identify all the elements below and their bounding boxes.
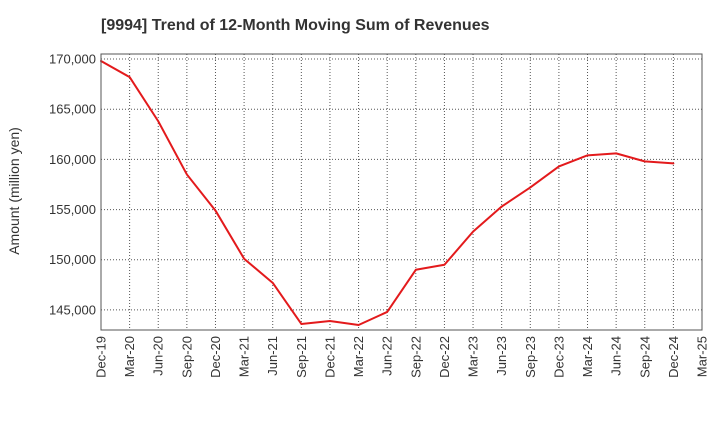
x-tick-label: Sep-22: [408, 336, 423, 378]
x-tick-label: Dec-23: [551, 336, 566, 378]
x-tick-label: Jun-24: [609, 336, 624, 376]
x-tick-label: Mar-23: [466, 336, 481, 377]
x-tick-label: Sep-21: [294, 336, 309, 378]
series-layer: [100, 60, 675, 326]
x-tick-label: Jun-23: [494, 336, 509, 376]
y-tick-label: 160,000: [49, 152, 96, 167]
x-tick-label: Mar-22: [351, 336, 366, 377]
x-tick-label: Sep-23: [523, 336, 538, 378]
y-tick-label: 145,000: [49, 302, 96, 317]
plot-frame: [100, 53, 703, 331]
grid: [101, 54, 702, 330]
x-tick-label: Jun-22: [380, 336, 395, 376]
chart-title: [9994] Trend of 12-Month Moving Sum of R…: [101, 17, 490, 34]
x-tick-label: Dec-24: [666, 336, 681, 378]
x-tick-label: Mar-24: [580, 336, 595, 377]
x-tick-label: Jun-21: [265, 336, 280, 376]
x-tick-label: Dec-22: [437, 336, 452, 378]
x-tick-label: Sep-24: [637, 336, 652, 378]
x-tick-label: Mar-20: [122, 336, 137, 377]
x-tick-label: Mar-25: [695, 336, 710, 377]
x-tick-label: Mar-21: [237, 336, 252, 377]
x-tick-label: Dec-21: [322, 336, 337, 378]
y-tick-label: 165,000: [49, 102, 96, 117]
x-tick-label: Sep-20: [179, 336, 194, 378]
revenue-series-line: [100, 60, 675, 326]
y-axis-ticks: 145,000 150,000 155,000 160,000 165,000 170,0…: [49, 52, 96, 318]
x-tick-label: Dec-19: [94, 336, 109, 378]
x-tick-label: Jun-20: [151, 336, 166, 376]
y-axis-label: Amount (million yen): [6, 127, 22, 255]
y-tick-label: 155,000: [49, 202, 96, 217]
y-tick-label: 150,000: [49, 252, 96, 267]
x-axis-ticks: Dec-19 Mar-20 Jun-20 Sep-20 Dec-20 Mar-21 Jun-…: [94, 336, 710, 378]
x-tick-label: Dec-20: [208, 336, 223, 378]
y-tick-label: 170,000: [49, 52, 96, 67]
